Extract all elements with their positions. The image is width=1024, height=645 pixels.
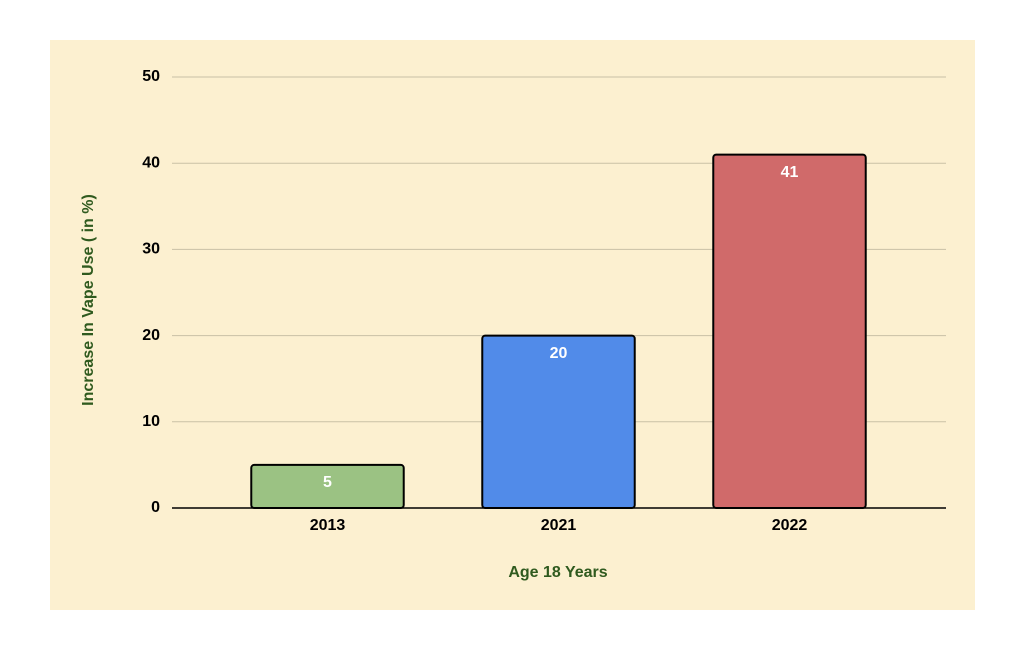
x-tick-label: 2021 [541,517,577,534]
bar [712,153,867,510]
y-tick-label: 10 [142,413,160,430]
y-tick-label: 50 [142,68,160,85]
x-tick-label: 2022 [772,517,808,534]
value-label: 5 [323,474,332,491]
y-tick-label: 20 [142,327,160,344]
bar [250,463,405,509]
bar [481,334,636,509]
x-tick-label: 2013 [310,517,346,534]
value-label: 41 [781,164,799,181]
y-tick-label: 0 [151,499,160,516]
x-axis-title: Age 18 Years [508,564,607,581]
y-axis-title: Increase In Vape Use ( in %) [80,194,97,406]
value-label: 20 [550,345,568,362]
y-tick-label: 30 [142,241,160,258]
y-tick-label: 40 [142,154,160,171]
